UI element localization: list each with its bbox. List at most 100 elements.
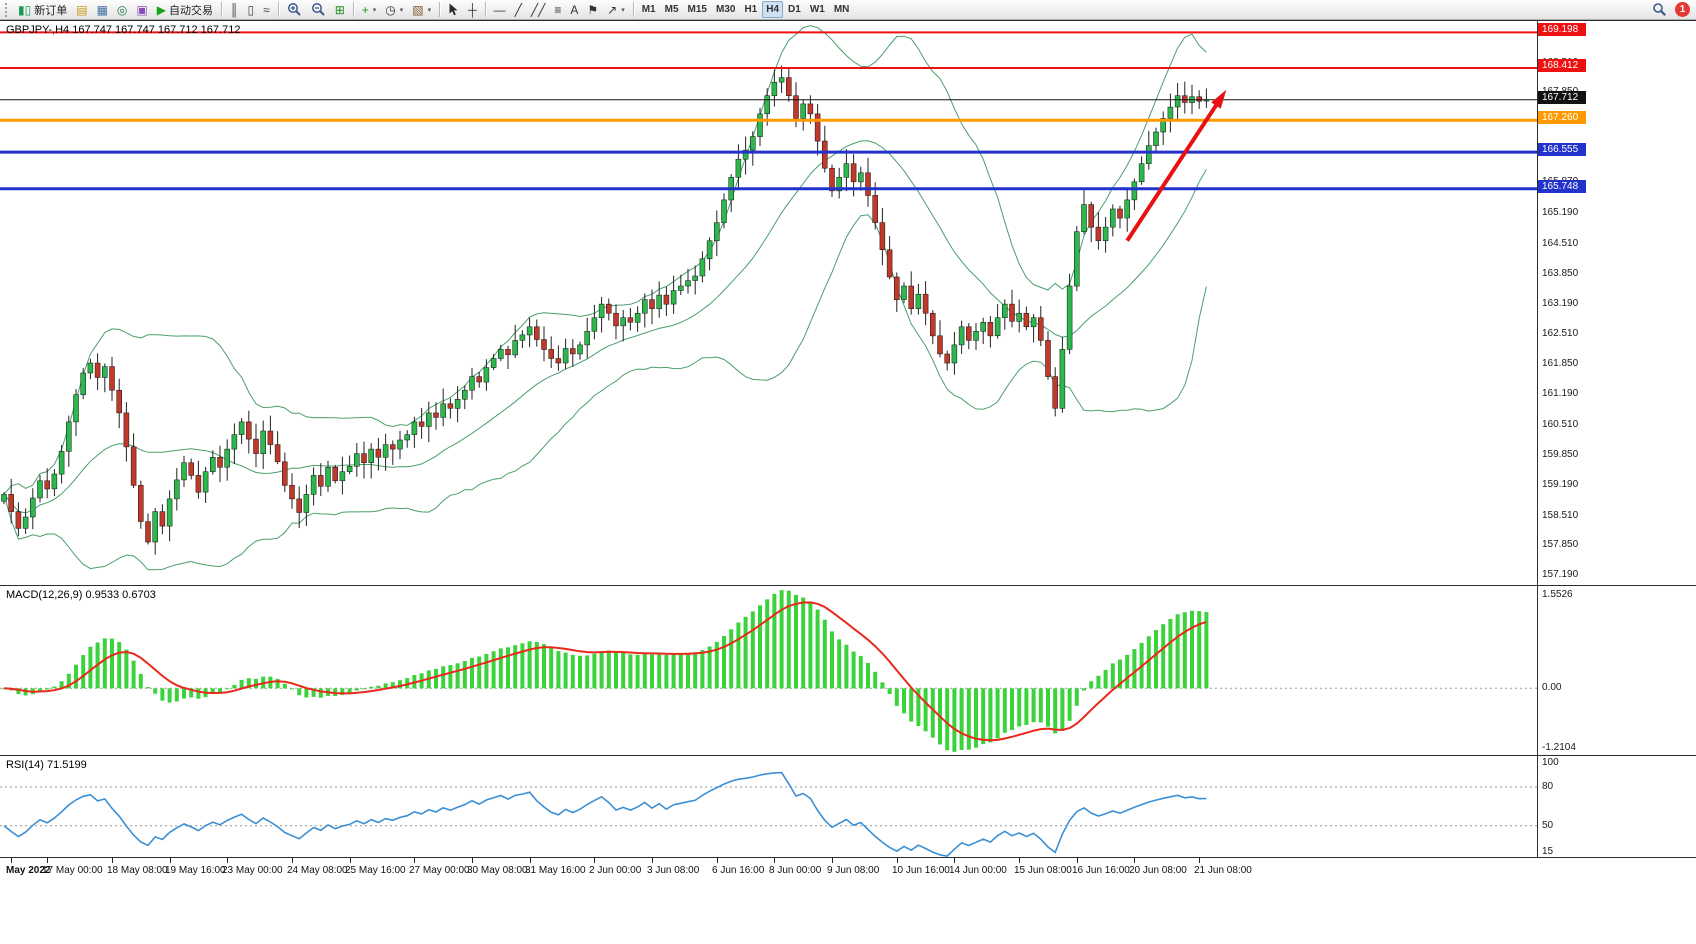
rsi-level-label: 15 — [1542, 846, 1554, 857]
price-axis-label: 164.510 — [1542, 238, 1579, 249]
new-order-button[interactable]: ▮▯ 新订单 — [14, 1, 71, 18]
rsi-level-label: 80 — [1542, 781, 1554, 792]
price-axis-label: 163.190 — [1542, 298, 1579, 309]
fibonacci-button[interactable]: ≡ — [550, 1, 565, 18]
time-tick — [47, 858, 48, 863]
time-axis-label: 23 May 00:00 — [222, 865, 283, 876]
time-tick — [414, 858, 415, 863]
cursor-button[interactable] — [444, 1, 463, 18]
autotrading-button[interactable]: ▶ 自动交易 — [153, 1, 217, 18]
time-tick — [472, 858, 473, 863]
chevron-down-icon: ▾ — [621, 6, 625, 14]
time-axis-label: 27 May 00:00 — [409, 865, 470, 876]
notification-badge[interactable]: 1 — [1675, 2, 1690, 17]
price-axis-label: 161.850 — [1542, 358, 1579, 369]
rsi-indicator[interactable] — [0, 756, 1537, 858]
market-watch-icon: ▤ — [76, 2, 88, 17]
time-axis-label: 3 Jun 08:00 — [647, 865, 700, 876]
time-tick — [530, 858, 531, 863]
price-badge: 167.260 — [1538, 111, 1586, 124]
bar-chart-button[interactable]: ║ — [226, 1, 243, 18]
price-axis-label: 163.850 — [1542, 268, 1579, 279]
chart-window[interactable]: GBPJPY-,H4 167.747 167.747 167.712 167.7… — [0, 20, 1696, 944]
timeframe-button-h4[interactable]: H4 — [762, 1, 784, 18]
cursor-icon — [448, 3, 459, 16]
price-chart-panel[interactable]: GBPJPY-,H4 167.747 167.747 167.712 167.7… — [0, 20, 1696, 586]
timeframe-button-m15[interactable]: M15 — [684, 1, 711, 18]
search-icon — [1652, 2, 1667, 17]
price-axis[interactable]: 169.190168.510167.850167.190166.530165.8… — [1537, 20, 1696, 858]
time-tick — [1134, 858, 1135, 863]
timeframe-button-d1[interactable]: D1 — [784, 1, 805, 18]
rsi-level-label: 100 — [1542, 757, 1559, 768]
timeframe-button-mn[interactable]: MN — [830, 1, 854, 18]
time-axis-label: 9 Jun 08:00 — [827, 865, 880, 876]
text-label-button[interactable]: ⚑ — [583, 1, 602, 18]
arrows-button[interactable]: ↗ ▾ — [603, 1, 629, 18]
rsi-panel[interactable]: RSI(14) 71.5199 — [0, 756, 1696, 858]
bar-chart-icon: ║ — [229, 2, 239, 17]
text-button[interactable]: A — [566, 1, 582, 18]
time-tick — [594, 858, 595, 863]
rsi-level-label: 50 — [1542, 820, 1554, 831]
price-badge: 168.412 — [1538, 59, 1586, 72]
price-badge: 169.198 — [1538, 23, 1586, 36]
tile-windows-button[interactable]: ⊞ — [331, 1, 349, 18]
main-toolbar: ▮▯ 新订单 ▤ ▦ ◎ ▣ ▶ 自动交易 ║ ▯ ≈ ⊞ + ▾ ◷ ▾ ▧ ▾ ┼ — ╱ ╱╱ ≡ A ⚑ ↗ ▾ M1 M5 M1… — [0, 0, 1696, 20]
horizontal-line-button[interactable]: — — [490, 1, 510, 18]
timeframe-button-m1[interactable]: M1 — [638, 1, 660, 18]
price-axis-label: 157.190 — [1542, 569, 1579, 580]
time-tick — [1077, 858, 1078, 863]
price-badge: 166.555 — [1538, 143, 1586, 156]
macd-indicator[interactable] — [0, 586, 1537, 756]
tile-windows-icon: ⊞ — [334, 2, 345, 17]
search-button[interactable] — [1648, 1, 1671, 18]
time-axis-label: 30 May 08:00 — [467, 865, 528, 876]
periods-button[interactable]: ◷ ▾ — [381, 1, 407, 18]
macd-scale-max: 1.5526 — [1542, 589, 1573, 600]
channel-button[interactable]: ╱╱ — [527, 1, 549, 18]
time-axis-label: 10 Jun 16:00 — [892, 865, 950, 876]
add-indicator-icon: + — [361, 2, 369, 17]
templates-button[interactable]: ▧ ▾ — [408, 1, 435, 18]
template-icon: ▧ — [412, 2, 424, 17]
new-order-button-label: 新订单 — [34, 4, 68, 17]
candlestick-chart[interactable] — [0, 21, 1537, 585]
channel-icon: ╱╱ — [530, 2, 546, 17]
time-tick — [832, 858, 833, 863]
price-axis-label: 159.190 — [1542, 479, 1579, 490]
text-icon: A — [570, 2, 579, 17]
candlestick-chart-button[interactable]: ▯ — [243, 1, 258, 18]
crosshair-button[interactable]: ┼ — [464, 1, 481, 18]
trendline-icon: ╱ — [514, 2, 522, 17]
timeframe-button-w1[interactable]: W1 — [806, 1, 829, 18]
crosshair-icon: ┼ — [468, 2, 477, 17]
timeframe-button-m5[interactable]: M5 — [661, 1, 683, 18]
symbol-ohlc-label: GBPJPY-,H4 167.747 167.747 167.712 167.7… — [6, 24, 241, 36]
indicators-button[interactable]: + ▾ — [358, 1, 381, 18]
fibonacci-icon: ≡ — [554, 2, 562, 17]
toolbar-separator — [632, 2, 634, 17]
time-axis-label: 19 May 16:00 — [165, 865, 226, 876]
navigator-icon: ◎ — [116, 2, 128, 17]
zoom-out-button[interactable] — [307, 1, 330, 18]
zoom-in-button[interactable] — [283, 1, 306, 18]
line-chart-button[interactable]: ≈ — [259, 1, 274, 18]
time-axis-label: 2 Jun 00:00 — [589, 865, 642, 876]
terminal-button[interactable]: ▣ — [132, 1, 151, 18]
timeframe-button-h1[interactable]: H1 — [740, 1, 761, 18]
time-tick — [11, 858, 12, 863]
time-tick — [954, 858, 955, 863]
time-axis-label: 21 Jun 08:00 — [1194, 865, 1252, 876]
toolbar-grip — [5, 2, 11, 17]
price-badge: 167.712 — [1538, 91, 1586, 104]
time-axis[interactable]: May 2022 17 May 00:00 18 May 08:00 19 May 1… — [0, 858, 1696, 882]
macd-panel[interactable]: MACD(12,26,9) 0.9533 0.6703 — [0, 586, 1696, 756]
market-watch-button[interactable]: ▤ — [72, 1, 91, 18]
trendline-button[interactable]: ╱ — [511, 1, 526, 18]
navigator-button[interactable]: ◎ — [113, 1, 131, 18]
candles-icon: ▮▯ — [18, 2, 32, 17]
time-axis-label: 15 Jun 08:00 — [1014, 865, 1072, 876]
data-window-button[interactable]: ▦ — [93, 1, 112, 18]
timeframe-button-m30[interactable]: M30 — [712, 1, 739, 18]
